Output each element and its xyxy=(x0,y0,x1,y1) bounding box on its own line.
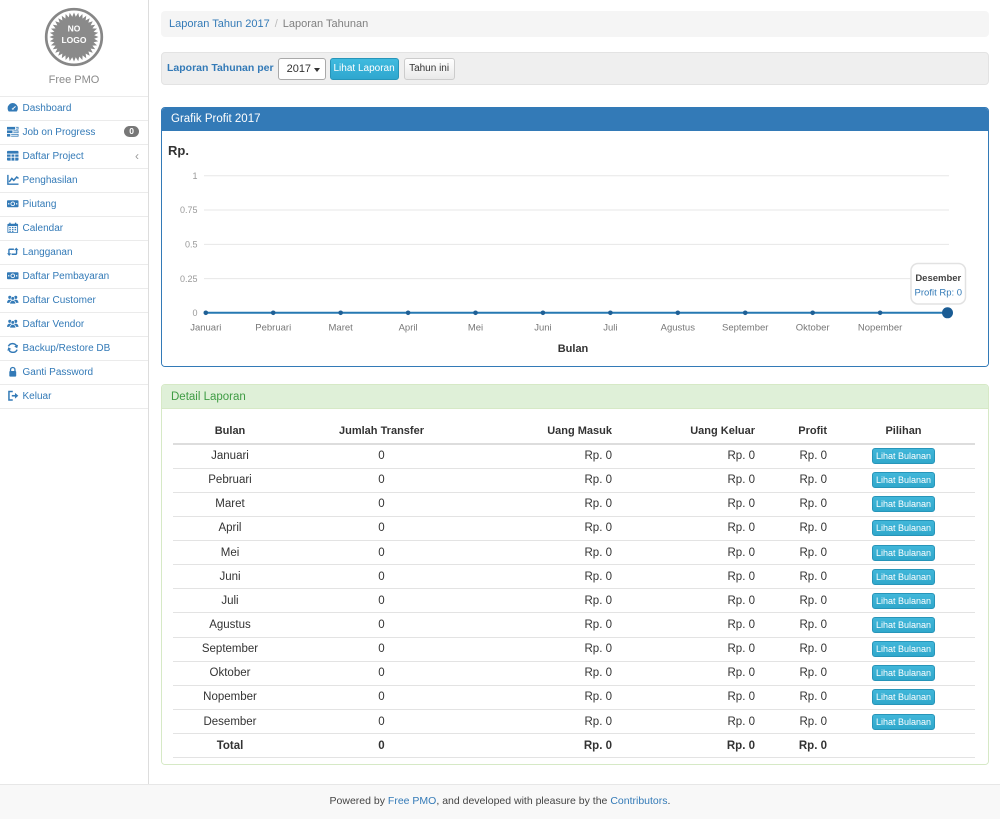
svg-text:Bulan: Bulan xyxy=(558,343,589,355)
svg-text:Desember: Desember xyxy=(915,273,961,284)
svg-text:Pebruari: Pebruari xyxy=(255,323,291,334)
svg-text:Mei: Mei xyxy=(468,323,483,334)
svg-text:Juni: Juni xyxy=(534,323,551,334)
svg-text:0.25: 0.25 xyxy=(180,274,198,284)
svg-text:0: 0 xyxy=(192,308,197,318)
svg-text:1: 1 xyxy=(192,171,197,181)
svg-text:NO: NO xyxy=(68,23,81,33)
svg-text:Agustus: Agustus xyxy=(661,323,696,334)
svg-text:Oktober: Oktober xyxy=(796,323,830,334)
svg-text:Profit Rp: 0: Profit Rp: 0 xyxy=(915,288,963,299)
svg-text:0.5: 0.5 xyxy=(185,240,198,250)
svg-text:Maret: Maret xyxy=(329,323,354,334)
svg-text:Januari: Januari xyxy=(190,323,221,334)
svg-text:Rp.: Rp. xyxy=(168,143,189,158)
svg-text:0.75: 0.75 xyxy=(180,205,198,215)
svg-text:September: September xyxy=(722,323,768,334)
svg-text:LOGO: LOGO xyxy=(61,34,86,44)
svg-text:April: April xyxy=(399,323,418,334)
svg-text:Nopember: Nopember xyxy=(858,323,902,334)
svg-text:Juli: Juli xyxy=(603,323,617,334)
